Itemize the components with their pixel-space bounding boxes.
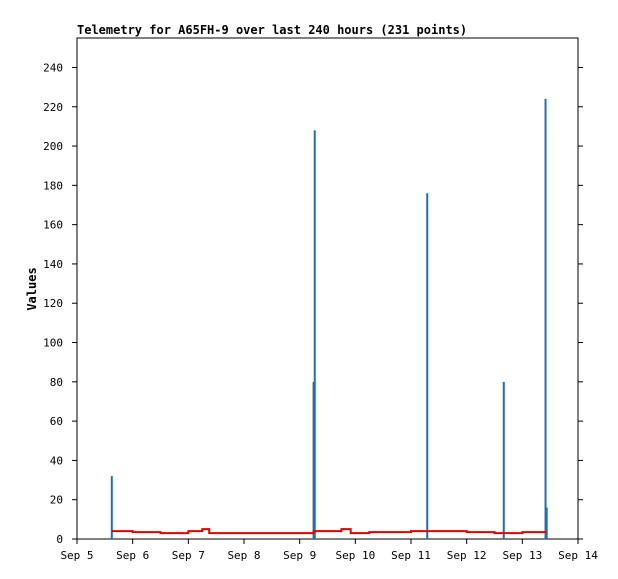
y-tick-label: 140 bbox=[43, 258, 63, 271]
y-tick-label: 80 bbox=[50, 376, 63, 389]
x-tick-label: Sep 8 bbox=[227, 549, 260, 562]
y-tick-label: 160 bbox=[43, 219, 63, 232]
y-tick-label: 100 bbox=[43, 337, 63, 350]
x-tick-label: Sep 12 bbox=[447, 549, 487, 562]
y-tick-label: 60 bbox=[50, 415, 63, 428]
chart-title: Telemetry for A65FH-9 over last 240 hour… bbox=[77, 23, 467, 37]
y-tick-label: 180 bbox=[43, 179, 63, 192]
y-tick-label: 240 bbox=[43, 61, 63, 74]
x-axis: Sep 5 Sep 6 Sep 7 Sep 8 Sep 9 Sep 10 Sep 11 Sep… bbox=[60, 539, 598, 562]
spike-series bbox=[110, 98, 548, 539]
y-tick-label: 20 bbox=[50, 494, 63, 507]
y-axis: 0 20 40 60 80 100 120 140 160 180 200 220 240 bbox=[43, 61, 583, 546]
y-tick-label: 200 bbox=[43, 140, 63, 153]
baseline-series bbox=[111, 528, 547, 535]
y-tick-label: 120 bbox=[43, 297, 63, 310]
x-tick-label: Sep 9 bbox=[283, 549, 316, 562]
y-tick-label: 40 bbox=[50, 454, 63, 467]
x-tick-label: Sep 11 bbox=[391, 549, 431, 562]
x-tick-label: Sep 14 bbox=[558, 549, 598, 562]
y-tick-label: 0 bbox=[56, 533, 63, 546]
x-tick-label: Sep 5 bbox=[60, 549, 93, 562]
y-tick-label: 220 bbox=[43, 101, 63, 114]
x-tick-label: Sep 7 bbox=[172, 549, 205, 562]
baseline-line bbox=[111, 528, 547, 535]
plot-frame bbox=[76, 37, 579, 540]
x-tick-label: Sep 13 bbox=[502, 549, 542, 562]
y-axis-label: Values bbox=[25, 267, 39, 310]
x-tick-label: Sep 10 bbox=[335, 549, 375, 562]
x-tick-label: Sep 6 bbox=[116, 549, 149, 562]
